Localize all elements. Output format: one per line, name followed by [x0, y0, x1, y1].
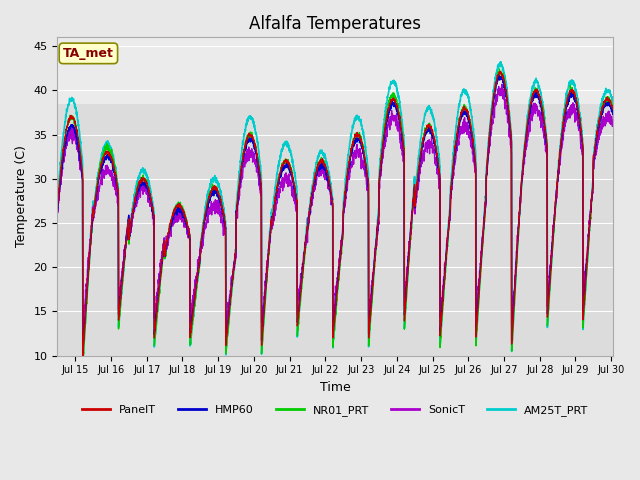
Bar — [58, 37, 613, 104]
Title: Alfalfa Temperatures: Alfalfa Temperatures — [249, 15, 421, 33]
Y-axis label: Temperature (C): Temperature (C) — [15, 145, 28, 247]
X-axis label: Time: Time — [320, 381, 351, 394]
Text: TA_met: TA_met — [63, 47, 114, 60]
Legend: PanelT, HMP60, NR01_PRT, SonicT, AM25T_PRT: PanelT, HMP60, NR01_PRT, SonicT, AM25T_P… — [78, 400, 593, 420]
Bar — [58, 104, 613, 356]
